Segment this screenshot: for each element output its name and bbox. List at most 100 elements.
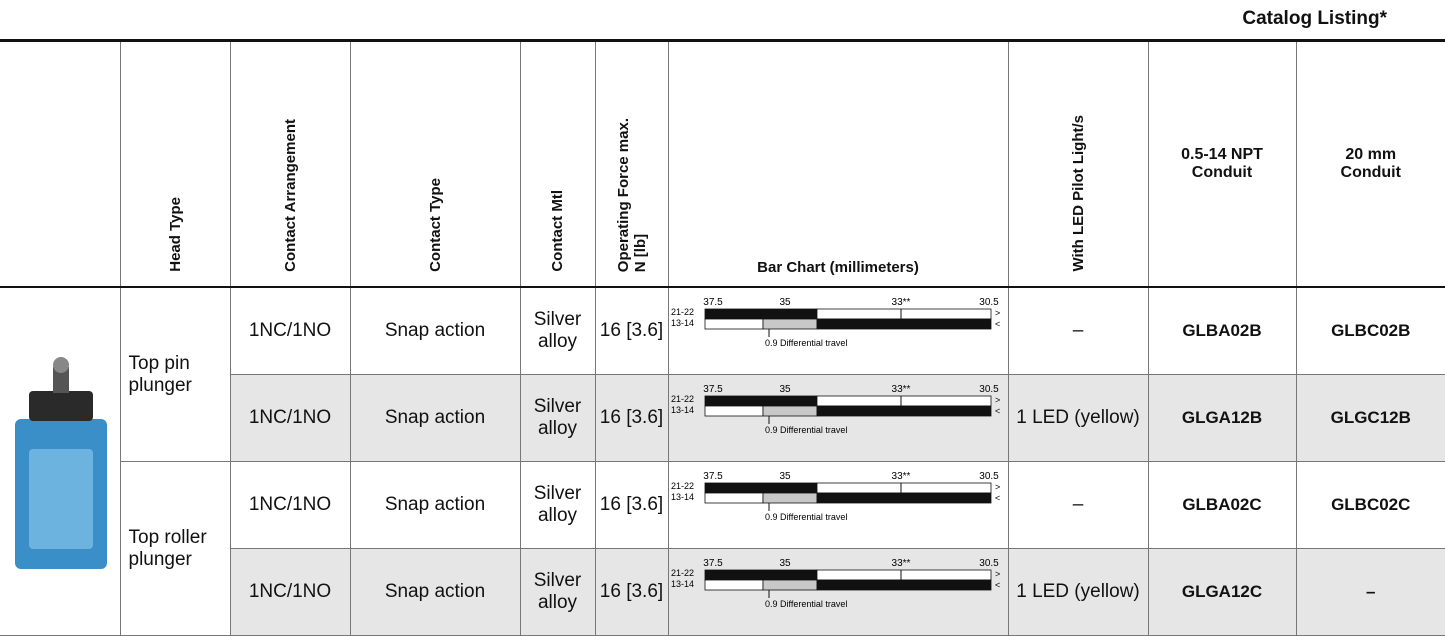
catalog-number: GLBC02B bbox=[1295, 287, 1445, 375]
arrow-label: < bbox=[995, 319, 1000, 329]
circuit-label: 13-14 bbox=[671, 318, 694, 328]
bar-segment bbox=[704, 308, 817, 320]
cell: – bbox=[1007, 461, 1148, 549]
cell: Silver alloy bbox=[519, 287, 595, 375]
bar-chart-cell: 37.5 35 33** 30.5 21-22 13-14 > <0.9 Differenti… bbox=[667, 287, 1008, 375]
catalog-number: GLBA02B bbox=[1147, 287, 1296, 375]
chart-tick-label: 37.5 bbox=[703, 558, 723, 569]
catalog-number: GLGC12B bbox=[1295, 374, 1445, 462]
chart-tick-label: 33** bbox=[891, 471, 910, 482]
cell: 1 LED (yellow) bbox=[1007, 374, 1148, 462]
cell: 1NC/1NO bbox=[229, 287, 350, 375]
column-header: Contact Type bbox=[349, 40, 520, 288]
column-header: Contact Arrangement bbox=[229, 40, 350, 288]
differential-note: 0.9 Differential travel bbox=[765, 599, 847, 609]
differential-note: 0.9 Differential travel bbox=[765, 425, 847, 435]
chart-tick-label: 37.5 bbox=[703, 297, 723, 308]
plunger bbox=[52, 366, 69, 393]
bar-segment bbox=[704, 482, 817, 494]
catalog-number: – bbox=[1295, 548, 1445, 636]
bar-segment bbox=[704, 492, 763, 504]
bar-segment bbox=[816, 569, 991, 581]
bar-segment bbox=[816, 492, 991, 504]
bar-segment bbox=[704, 318, 763, 330]
column-header-text: Contact Arrangement bbox=[281, 119, 299, 272]
column-header: Contact Mtl bbox=[519, 40, 595, 288]
column-header: Operating Force max. N [lb] bbox=[594, 40, 668, 288]
cell: 1NC/1NO bbox=[229, 374, 350, 462]
column-header: 0.5-14 NPT Conduit bbox=[1147, 40, 1296, 288]
cell: 16 [3.6] bbox=[594, 548, 668, 636]
catalog-number: GLGA12C bbox=[1147, 548, 1296, 636]
chart-tick-label: 35 bbox=[779, 471, 791, 482]
circuit-label: 13-14 bbox=[671, 579, 694, 589]
cell: Silver alloy bbox=[519, 548, 595, 636]
bar-segment bbox=[816, 579, 991, 591]
circuit-label: 21-22 bbox=[671, 568, 694, 578]
bar-segment bbox=[704, 395, 817, 407]
column-header: 20 mm Conduit bbox=[1295, 40, 1445, 288]
cell: Silver alloy bbox=[519, 461, 595, 549]
chart-tick-label: 30.5 bbox=[979, 384, 999, 395]
catalog-number: GLBC02C bbox=[1295, 461, 1445, 549]
catalog-number: GLGA12B bbox=[1147, 374, 1296, 462]
arrow-label: < bbox=[995, 580, 1000, 590]
bar-chart-cell: 37.5 35 33** 30.5 21-22 13-14 > <0.9 Differenti… bbox=[667, 461, 1008, 549]
arrow-label: < bbox=[995, 493, 1000, 503]
arrow-label: > bbox=[995, 308, 1000, 318]
chart-tick-label: 35 bbox=[779, 297, 791, 308]
bar-chart-cell: 37.5 35 33** 30.5 21-22 13-14 > <0.9 Differenti… bbox=[667, 548, 1008, 636]
chart-tick-label: 30.5 bbox=[979, 558, 999, 569]
cell: Snap action bbox=[349, 548, 520, 636]
bar-segment bbox=[816, 308, 991, 320]
chart-tick-label: 37.5 bbox=[703, 471, 723, 482]
cell: 1NC/1NO bbox=[229, 461, 350, 549]
chart-tick-label: 33** bbox=[891, 384, 910, 395]
cell: 1 LED (yellow) bbox=[1007, 548, 1148, 636]
circuit-label: 13-14 bbox=[671, 405, 694, 415]
chart-tick-label: 35 bbox=[779, 384, 791, 395]
cell: 16 [3.6] bbox=[594, 374, 668, 462]
cell: 16 [3.6] bbox=[594, 287, 668, 375]
circuit-label: 21-22 bbox=[671, 481, 694, 491]
column-header-text: Contact Mtl bbox=[549, 190, 566, 272]
table-row: Top pin plunger 1NC/1NO Snap action Silver … bbox=[0, 287, 1445, 636]
chart-tick-label: 30.5 bbox=[979, 297, 999, 308]
product-image bbox=[14, 356, 107, 569]
arrow-label: > bbox=[995, 569, 1000, 579]
cell: Snap action bbox=[349, 287, 520, 375]
bar-segment bbox=[762, 405, 817, 417]
bar-segment bbox=[762, 579, 817, 591]
chart-tick-label: 30.5 bbox=[979, 471, 999, 482]
plunger-tip bbox=[52, 356, 69, 373]
column-header-text: 0.5-14 NPT Conduit bbox=[1181, 146, 1263, 181]
switch-cover bbox=[28, 448, 93, 549]
catalog-table: Head Type Contact Arrangement Contact Type… bbox=[0, 39, 1445, 636]
circuit-label: 13-14 bbox=[671, 492, 694, 502]
bar-segment bbox=[704, 579, 763, 591]
chart-tick-label: 33** bbox=[891, 297, 910, 308]
chart-tick-label: 33** bbox=[891, 558, 910, 569]
table-row: Top roller plunger 1NC/1NO Snap action Silv… bbox=[0, 461, 1445, 636]
bar-segment bbox=[704, 569, 817, 581]
cell: Snap action bbox=[349, 374, 520, 462]
bar-segment bbox=[816, 318, 991, 330]
column-header: Head Type bbox=[119, 40, 230, 288]
arrow-label: > bbox=[995, 482, 1000, 492]
cell: 16 [3.6] bbox=[594, 461, 668, 549]
column-header-text: Head Type bbox=[166, 197, 184, 272]
image-header bbox=[0, 40, 120, 288]
table-row: 1NC/1NO Snap action Silver alloy 16 [3.6] 37… bbox=[0, 548, 1445, 636]
cell: – bbox=[1007, 287, 1148, 375]
head-type: Top roller plunger bbox=[119, 461, 230, 636]
table-body: Top pin plunger 1NC/1NO Snap action Silver … bbox=[0, 287, 1445, 636]
catalog-title: Catalog Listing* bbox=[1242, 8, 1387, 29]
chart-tick-label: 35 bbox=[779, 558, 791, 569]
arrow-label: > bbox=[995, 395, 1000, 405]
bar-segment bbox=[816, 482, 991, 494]
column-header-text: With LED Pilot Light/s bbox=[1069, 115, 1087, 272]
arrow-label: < bbox=[995, 406, 1000, 416]
